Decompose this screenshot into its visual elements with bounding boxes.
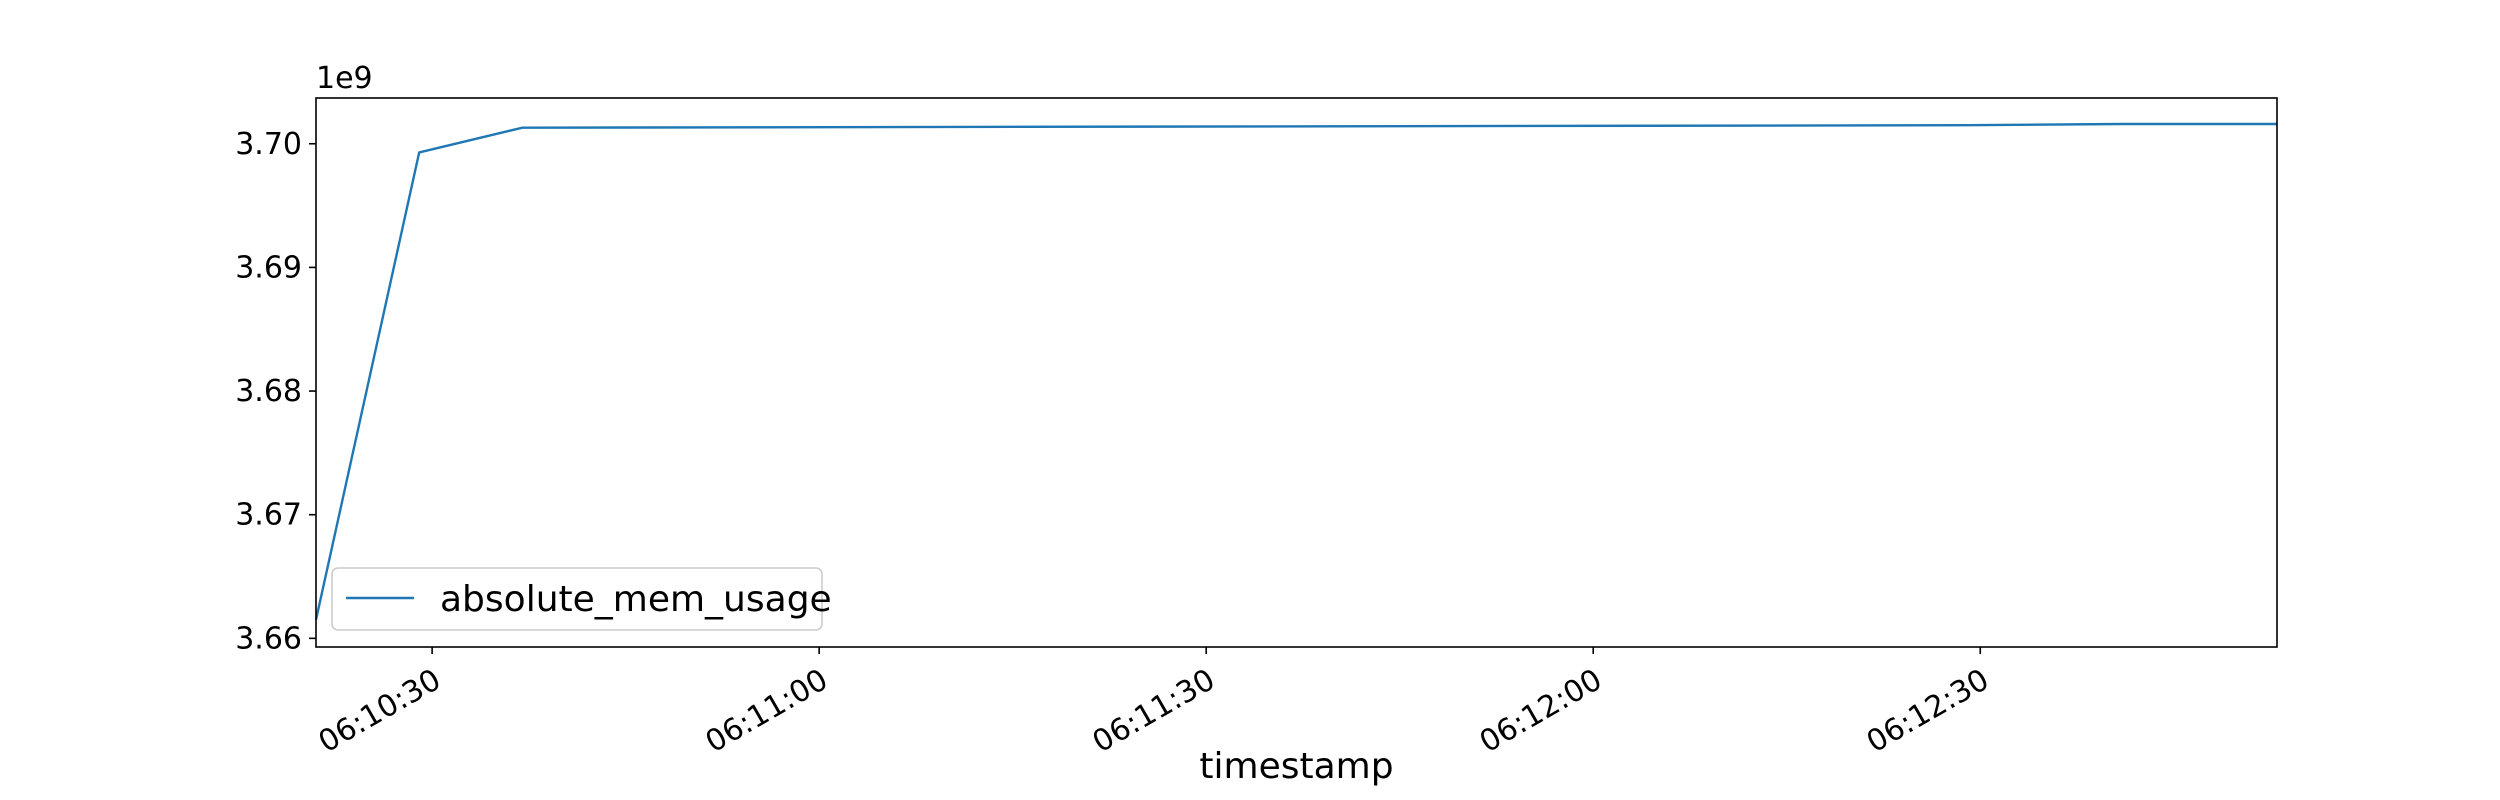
axes-frame bbox=[315, 97, 2278, 648]
legend: absolute_mem_usage bbox=[331, 567, 832, 631]
plot-area bbox=[314, 122, 2277, 621]
y-tick-label: 3.69 bbox=[235, 250, 302, 285]
series-line-0 bbox=[314, 122, 2277, 621]
y-tick-label: 3.70 bbox=[235, 127, 302, 162]
y-axis: 3.66 3.67 3.68 3.69 3.70 bbox=[235, 127, 316, 656]
legend-label-absolute-mem-usage: absolute_mem_usage bbox=[440, 579, 832, 620]
y-tick-label: 3.66 bbox=[235, 621, 302, 656]
legend-box bbox=[331, 567, 823, 631]
y-tick-label: 3.68 bbox=[235, 374, 302, 409]
x-axis-label: timestamp bbox=[1199, 746, 1393, 787]
y-tick-label: 3.67 bbox=[235, 498, 302, 533]
y-offset-label: 1e9 bbox=[316, 61, 373, 96]
